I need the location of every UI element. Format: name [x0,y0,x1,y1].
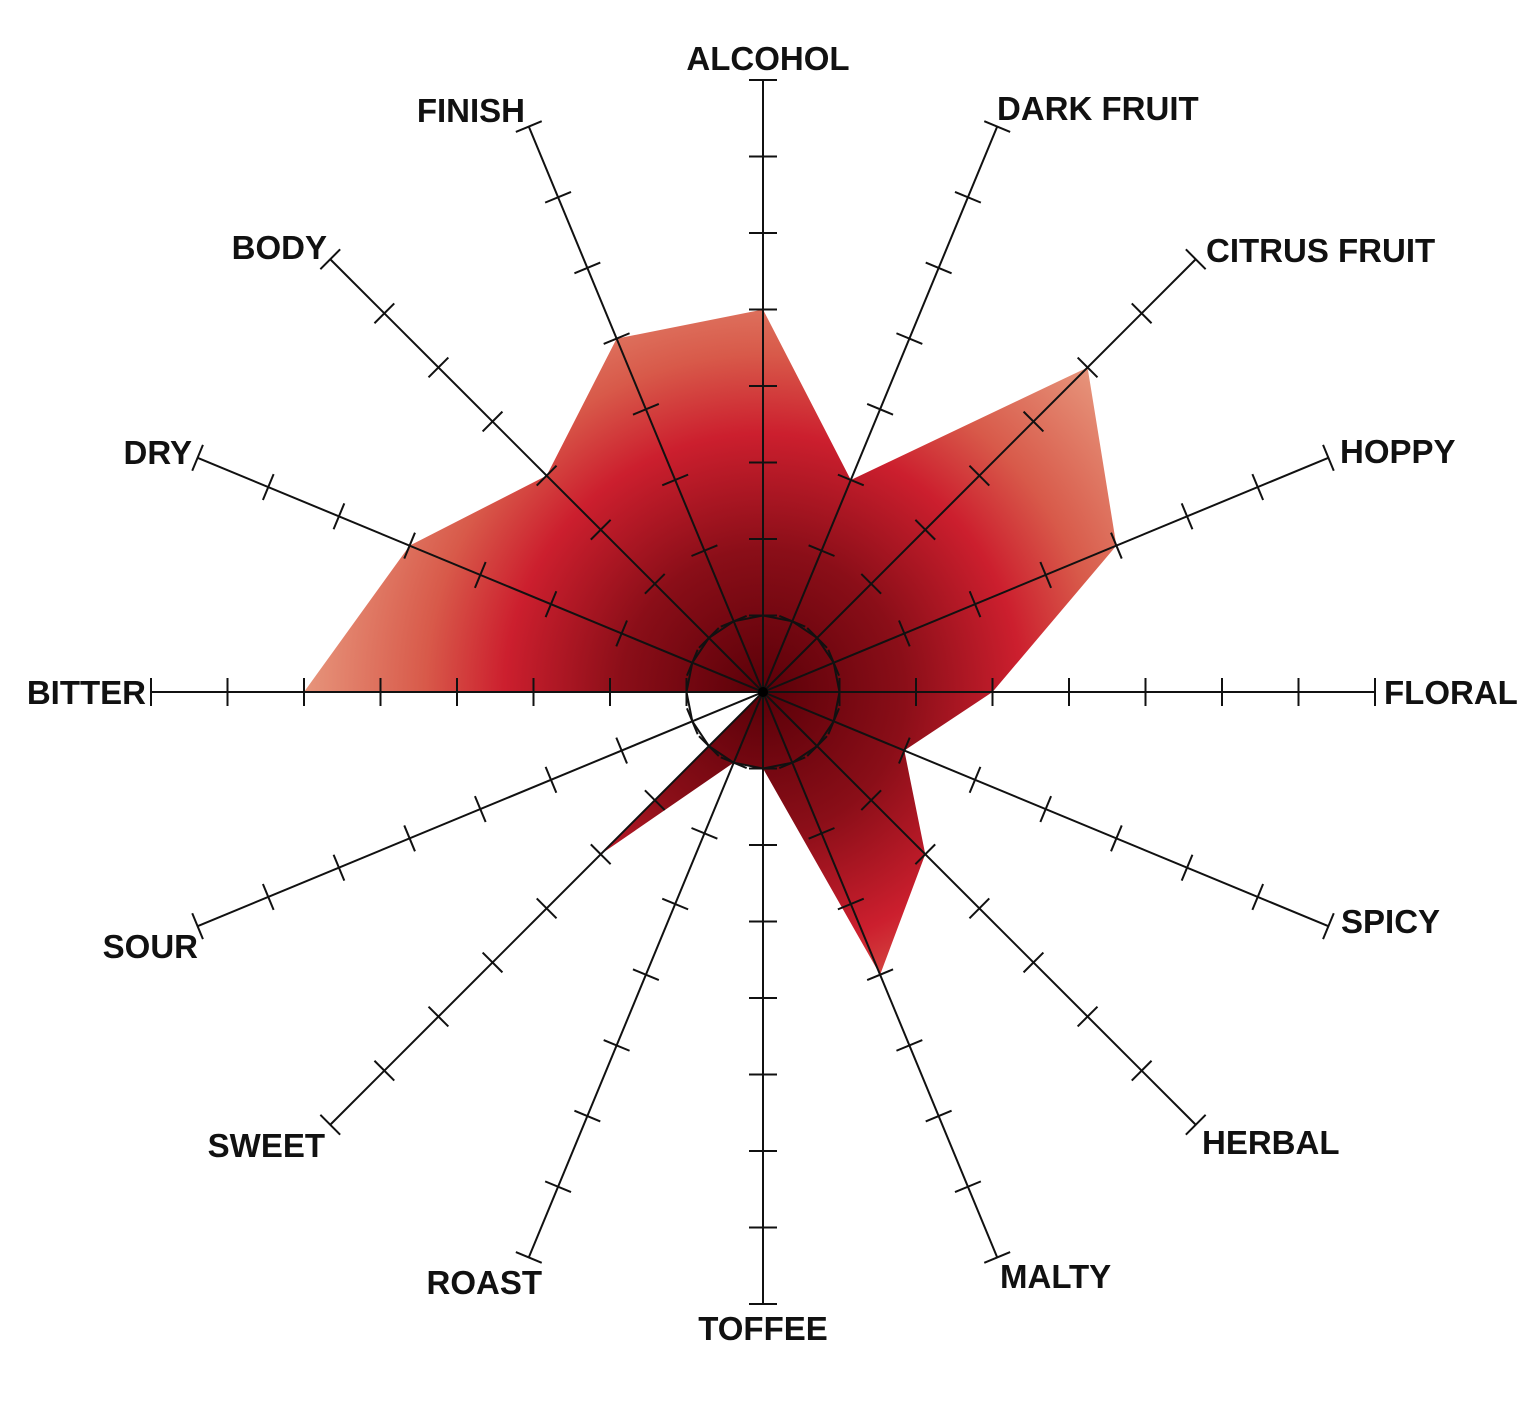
axis-tick [574,1111,600,1122]
axis-tick [475,796,486,822]
axis-tick [192,445,203,471]
axis-tick [955,192,981,203]
axis-tick [1182,503,1193,529]
axis-tick [545,192,571,203]
axis-tick [1252,884,1263,910]
axis-label-spicy: SPICY [1341,903,1440,940]
axis-tick [896,333,922,344]
axis-tick [616,738,627,764]
axis-label-alcohol: ALCOHOL [686,40,849,77]
axis-tick [926,1111,952,1122]
axis-tick [970,767,981,793]
axis-label-roast: ROAST [427,1264,543,1301]
axis-tick [1252,474,1263,500]
axis-label-malty: MALTY [1000,1258,1111,1295]
axis-tick [263,474,274,500]
axis-tick [516,1252,542,1263]
axis-tick [334,855,345,881]
axis-label-herbal: HERBAL [1202,1124,1340,1161]
axis-tick [687,708,698,734]
axis-label-dry: DRY [124,434,192,471]
axis-label-sour: SOUR [103,928,199,965]
axis-sour [192,692,763,939]
axis-label-toffee: TOFFEE [698,1310,828,1347]
axis-tick [1323,913,1334,939]
axis-label-bitter: BITTER [27,674,146,711]
axis-tick [1040,796,1051,822]
axis-tick [926,263,952,274]
axis-tick [604,1040,630,1051]
axis-tick [867,404,893,415]
axis-tick [334,503,345,529]
axis-label-citrus-fruit: CITRUS FRUIT [1206,232,1435,269]
axis-roast [516,692,763,1263]
axis-tick [404,825,415,851]
axis-tick [692,828,718,839]
axis-tick [955,1181,981,1192]
axis-label-finish: FINISH [417,92,525,129]
axis-sweet [320,692,763,1135]
axis-tick [633,969,659,980]
axis-label-dark-fruit: DARK FRUIT [997,90,1199,127]
axis-label-body: BODY [232,229,327,266]
axis-tick [1182,855,1193,881]
axis-tick [1323,445,1334,471]
axis-label-floral: FLORAL [1384,674,1518,711]
radar-area [304,310,1116,975]
axis-tick [1111,825,1122,851]
axis-label-hoppy: HOPPY [1340,433,1456,470]
axis-label-sweet: SWEET [208,1127,325,1164]
center-point [758,687,768,697]
axis-tick [896,1040,922,1051]
axis-tick [662,899,688,910]
axis-tick [263,884,274,910]
axis-herbal [763,692,1206,1135]
axis-tick [574,263,600,274]
axis-tick [545,1181,571,1192]
axis-tick [546,767,557,793]
